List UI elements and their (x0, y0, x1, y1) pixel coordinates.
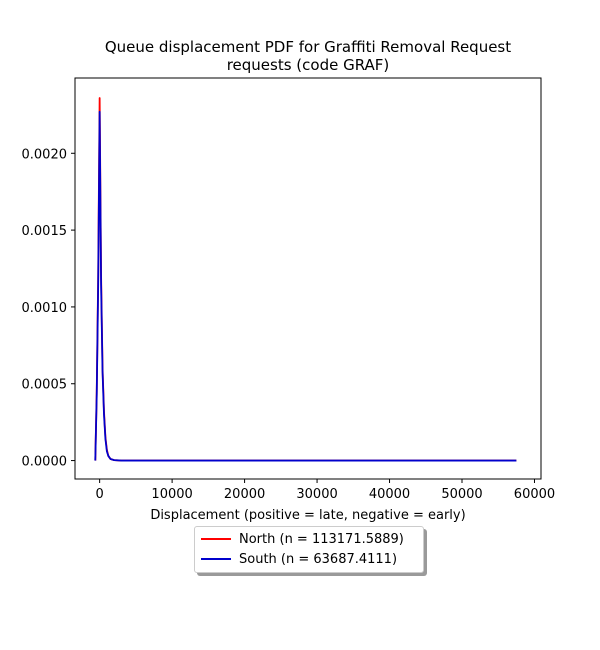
plot-area (94, 97, 517, 462)
y-tick-label: 0.0005 (22, 378, 68, 393)
series-line-north (94, 97, 517, 462)
legend: North (n = 113171.5889) South (n = 63687… (194, 526, 424, 573)
legend-swatch-north (201, 538, 231, 540)
legend-label-north: North (n = 113171.5889) (239, 531, 404, 547)
y-tick-label: 0.0000 (22, 455, 68, 470)
x-axis: 0 10000 20000 30000 40000 50000 60000 (96, 479, 555, 502)
legend-label-south: South (n = 63687.4111) (239, 551, 398, 567)
x-tick-label: 50000 (441, 487, 482, 502)
y-axis: 0.0000 0.0005 0.0010 0.0015 0.0020 (22, 147, 75, 470)
x-tick-label: 30000 (296, 487, 337, 502)
x-tick-label: 10000 (151, 487, 192, 502)
chart-title-line-2: requests (code GRAF) (227, 56, 390, 74)
legend-swatch-south (201, 558, 231, 560)
chart-title-line-1: Queue displacement PDF for Graffiti Remo… (105, 38, 511, 56)
legend-item-south: South (n = 63687.4111) (201, 549, 397, 569)
plot-frame (74, 77, 542, 480)
series-line-south (94, 110, 517, 462)
x-tick-label: 0 (96, 487, 104, 502)
y-tick-label: 0.0010 (22, 301, 68, 316)
y-tick-label: 0.0020 (22, 147, 68, 162)
y-tick-label: 0.0015 (22, 224, 68, 239)
x-tick-label: 40000 (369, 487, 410, 502)
x-axis-label: Displacement (positive = late, negative … (150, 508, 465, 523)
legend-item-north: North (n = 113171.5889) (201, 529, 404, 549)
x-tick-label: 20000 (224, 487, 265, 502)
x-tick-label: 60000 (514, 487, 555, 502)
